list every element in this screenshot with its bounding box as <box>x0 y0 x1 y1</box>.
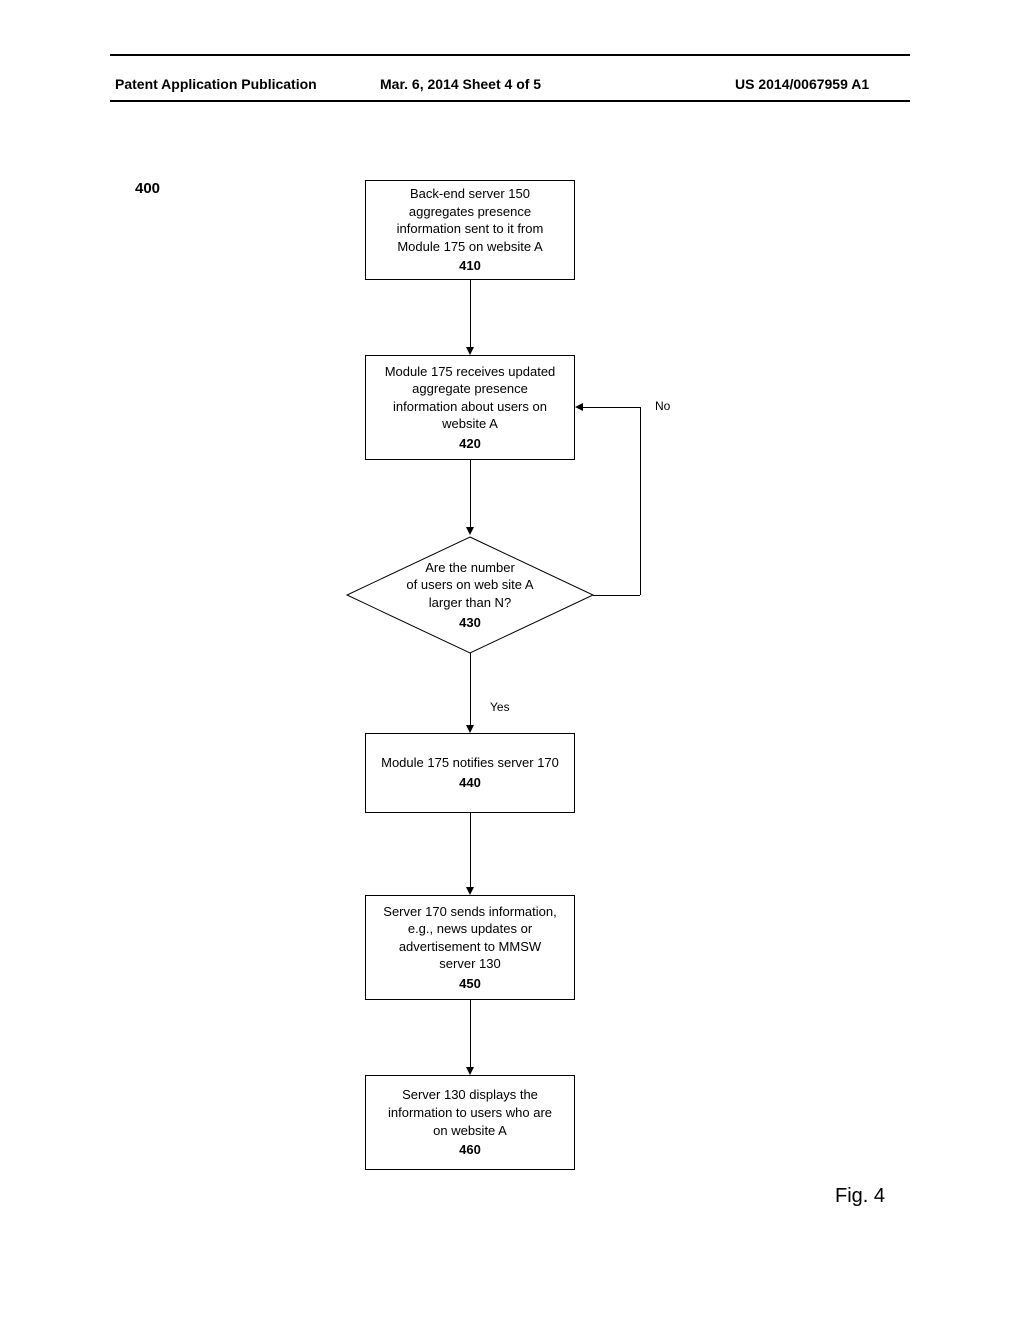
node-450: Server 170 sends information, e.g., news… <box>365 895 575 1000</box>
arrowhead-icon <box>466 527 474 535</box>
arrowhead-left-icon <box>575 403 583 411</box>
header-rule-bottom <box>110 100 910 102</box>
page: Patent Application Publication Mar. 6, 2… <box>0 0 1024 1320</box>
node-text: Module 175 notifies server 170 440 <box>381 754 559 791</box>
figure-ref: 400 <box>135 180 160 197</box>
header-rule-top <box>110 54 910 56</box>
label-yes: Yes <box>490 700 510 714</box>
header-right: US 2014/0067959 A1 <box>735 76 869 92</box>
node-text: Back-end server 150 aggregates presence … <box>397 185 544 275</box>
edge-no-h2 <box>583 407 640 408</box>
arrowhead-icon <box>466 887 474 895</box>
edge-no-h1 <box>593 595 640 596</box>
node-440: Module 175 notifies server 170 440 <box>365 733 575 813</box>
node-460: Server 130 displays the information to u… <box>365 1075 575 1170</box>
node-410: Back-end server 150 aggregates presence … <box>365 180 575 280</box>
edge-440-450 <box>470 813 471 887</box>
header-left: Patent Application Publication <box>115 76 317 92</box>
node-420: Module 175 receives updated aggregate pr… <box>365 355 575 460</box>
figure-label: Fig. 4 <box>835 1185 885 1208</box>
header-center: Mar. 6, 2014 Sheet 4 of 5 <box>380 76 541 92</box>
arrowhead-icon <box>466 347 474 355</box>
node-text: Server 130 displays the information to u… <box>388 1086 552 1158</box>
edge-450-460 <box>470 1000 471 1067</box>
arrowhead-icon <box>466 1067 474 1075</box>
edge-430-440 <box>470 653 471 725</box>
edge-420-430 <box>470 460 471 527</box>
node-text: Server 170 sends information, e.g., news… <box>383 903 556 993</box>
node-text: Module 175 receives updated aggregate pr… <box>385 363 556 453</box>
label-no: No <box>655 399 670 413</box>
edge-410-420 <box>470 280 471 347</box>
edge-no-v <box>640 407 641 595</box>
node-430: Are the number of users on web site A la… <box>345 535 595 655</box>
arrowhead-icon <box>466 725 474 733</box>
